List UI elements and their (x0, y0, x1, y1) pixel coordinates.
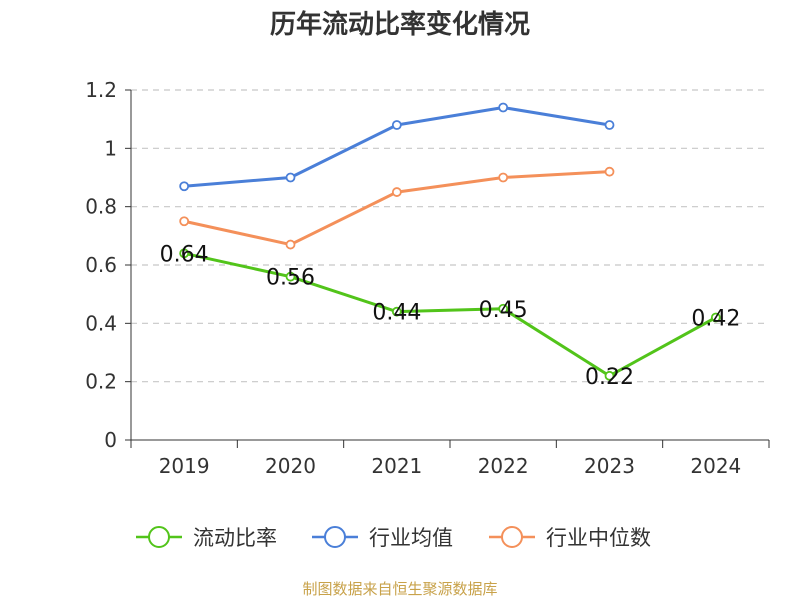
legend-label: 流动比率 (193, 526, 277, 550)
data-label: 0.45 (479, 298, 528, 323)
chart-title: 历年流动比率变化情况 (270, 9, 530, 40)
data-point[interactable] (179, 216, 190, 227)
data-point[interactable] (604, 166, 615, 177)
x-tick-label: 2019 (159, 454, 210, 478)
series-line-2 (183, 170, 610, 247)
data-point[interactable] (285, 239, 296, 250)
y-tick-label: 1.2 (85, 78, 117, 102)
data-label: 0.64 (160, 242, 209, 267)
legend-marker (501, 526, 523, 548)
axes (125, 89, 770, 448)
legend-item[interactable]: 行业均值 (312, 526, 453, 550)
data-point[interactable] (391, 306, 402, 317)
data-label: 0.44 (372, 301, 421, 326)
data-point[interactable] (498, 172, 509, 183)
data-point[interactable] (391, 120, 402, 130)
data-point[interactable] (391, 187, 402, 197)
data-labels: 0.64 0.56 0.44 0.45 0.22 0.42 (160, 242, 741, 390)
y-tick-label: 0.4 (85, 311, 117, 335)
x-tick-label: 2024 (690, 454, 741, 478)
legend-item[interactable]: 行业中位数 (489, 526, 651, 550)
series-group (179, 102, 721, 381)
x-tick-label: 2023 (584, 454, 635, 478)
legend-label: 行业均值 (369, 526, 453, 550)
data-point[interactable] (498, 102, 509, 113)
data-point[interactable] (604, 120, 615, 130)
legend-item[interactable]: 流动比率 (136, 526, 277, 550)
data-point[interactable] (498, 303, 509, 314)
x-tick-label: 2020 (265, 454, 316, 478)
y-ticks: 0 0.2 0.4 0.6 0.8 1 1.2 (85, 78, 117, 452)
source-note: 制图数据来自恒生聚源数据库 (302, 580, 497, 598)
data-label: 0.42 (691, 307, 740, 332)
data-point[interactable] (710, 312, 721, 323)
y-tick-label: 0.2 (85, 370, 117, 394)
data-point[interactable] (179, 248, 190, 259)
series-line-0 (183, 251, 717, 378)
data-label: 0.22 (585, 365, 634, 390)
legend-marker (148, 526, 170, 548)
grid (131, 89, 769, 383)
x-tick-label: 2022 (478, 454, 529, 478)
legend-marker (324, 526, 346, 548)
x-tick-label: 2021 (371, 454, 422, 478)
data-label: 0.56 (266, 266, 315, 291)
y-tick-label: 0.8 (85, 195, 117, 219)
data-point[interactable] (285, 271, 296, 282)
x-ticks: 2019 2020 2021 2022 2023 2024 (159, 454, 742, 478)
y-tick-label: 0.6 (85, 253, 117, 277)
data-point[interactable] (285, 172, 296, 183)
legend-label: 行业中位数 (546, 526, 651, 550)
data-point[interactable] (604, 370, 615, 381)
data-point[interactable] (179, 181, 190, 192)
y-tick-label: 1 (104, 136, 117, 160)
y-tick-label: 0 (104, 428, 117, 452)
legend[interactable]: 流动比率 行业均值 行业中位数 (136, 526, 651, 550)
